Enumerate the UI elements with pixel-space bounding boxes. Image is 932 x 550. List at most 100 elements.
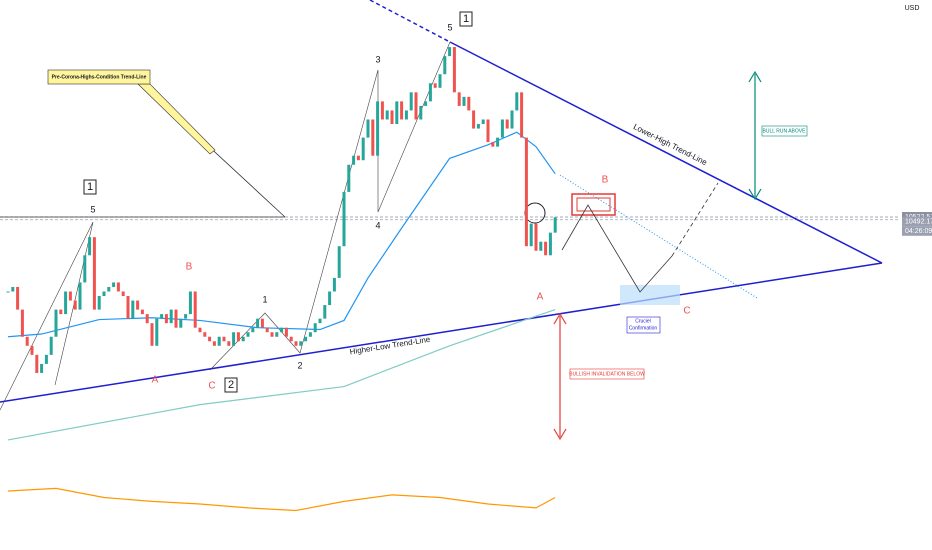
candle xyxy=(510,110,514,129)
wave-label: B xyxy=(602,175,609,186)
candle xyxy=(251,327,255,333)
invalid-arrow xyxy=(553,312,567,325)
wave-box xyxy=(224,377,238,393)
candle xyxy=(342,191,346,247)
candle xyxy=(380,101,384,120)
candle xyxy=(198,327,202,333)
candle xyxy=(6,291,10,293)
wave-box xyxy=(459,11,473,27)
candle xyxy=(68,291,72,301)
price-axis xyxy=(900,0,932,550)
candle xyxy=(97,296,101,310)
bull-arrow xyxy=(748,70,762,83)
candle xyxy=(534,223,538,251)
candle xyxy=(385,110,389,120)
candle xyxy=(145,314,149,324)
candle xyxy=(304,336,308,342)
candle xyxy=(433,83,437,88)
volume xyxy=(7,487,556,512)
candle xyxy=(352,155,356,165)
candle xyxy=(16,286,20,310)
candle xyxy=(92,237,96,310)
candle xyxy=(150,323,154,346)
candle xyxy=(11,286,15,292)
candle xyxy=(491,142,495,147)
price-tag xyxy=(902,216,932,227)
volume-ma xyxy=(7,487,556,512)
candle xyxy=(318,318,322,324)
label-box xyxy=(626,316,661,334)
candle xyxy=(35,354,39,373)
candle xyxy=(49,336,53,355)
currency: USD xyxy=(905,5,920,12)
candle xyxy=(328,291,332,306)
callout-box xyxy=(47,69,151,85)
candle xyxy=(505,119,509,129)
invalid-arrow xyxy=(553,428,567,441)
candle xyxy=(169,309,173,324)
candle xyxy=(443,56,447,75)
candle xyxy=(78,282,82,310)
candle xyxy=(481,119,485,125)
candle xyxy=(308,332,312,337)
target-box xyxy=(576,197,611,212)
confirm-zone xyxy=(620,285,680,305)
candle xyxy=(208,336,212,342)
candle xyxy=(227,341,231,346)
candle xyxy=(83,255,87,283)
label-box xyxy=(569,368,645,380)
countdown: 04:26:09 xyxy=(905,228,932,235)
candle xyxy=(222,336,226,342)
drawings xyxy=(0,0,883,441)
candle xyxy=(241,336,245,342)
lower-high-line xyxy=(449,41,883,264)
candle xyxy=(299,341,303,346)
invalid-label: BULLISH INVALIDATION BELOW xyxy=(569,371,645,377)
wave-label: A xyxy=(152,375,159,386)
candle xyxy=(280,327,284,333)
candle xyxy=(54,309,58,337)
candle xyxy=(102,291,106,297)
candle xyxy=(164,314,168,324)
candle xyxy=(30,345,34,355)
candle xyxy=(476,124,480,129)
candle xyxy=(40,363,44,373)
candle xyxy=(529,223,533,247)
ma200 xyxy=(7,309,556,441)
candle xyxy=(265,327,269,333)
candles xyxy=(6,47,557,441)
price-tag-label: 10492.17 xyxy=(905,219,932,226)
path-arrows xyxy=(561,204,673,293)
crucial-label: Confirmation xyxy=(629,325,658,331)
wave-label: 1 xyxy=(262,294,267,304)
candle xyxy=(217,336,221,346)
candle xyxy=(289,336,293,342)
candle xyxy=(524,137,528,247)
candle xyxy=(539,241,543,251)
candle xyxy=(260,318,264,328)
candle xyxy=(212,341,216,346)
candle xyxy=(107,286,111,292)
wave-label: 4 xyxy=(375,220,380,230)
candle xyxy=(395,101,399,125)
candle xyxy=(544,241,548,256)
candle xyxy=(419,105,423,120)
crucial-label: Cruciel xyxy=(635,318,651,324)
candle xyxy=(462,96,466,106)
wave-label: 2 xyxy=(297,360,302,370)
candle xyxy=(472,110,476,129)
wave-label: A xyxy=(537,292,544,303)
wave-label: 1 xyxy=(87,181,93,193)
candle xyxy=(270,332,274,337)
wave-label: C xyxy=(683,306,690,317)
candle xyxy=(366,119,370,138)
wave-label: 2 xyxy=(228,379,234,391)
candle xyxy=(428,83,432,102)
ma50 xyxy=(7,131,556,338)
candle xyxy=(64,291,68,315)
wave-label: 5 xyxy=(90,204,95,214)
candle xyxy=(500,119,504,138)
wave-label: 3 xyxy=(375,54,380,64)
candle xyxy=(400,101,404,120)
candle xyxy=(20,309,24,337)
